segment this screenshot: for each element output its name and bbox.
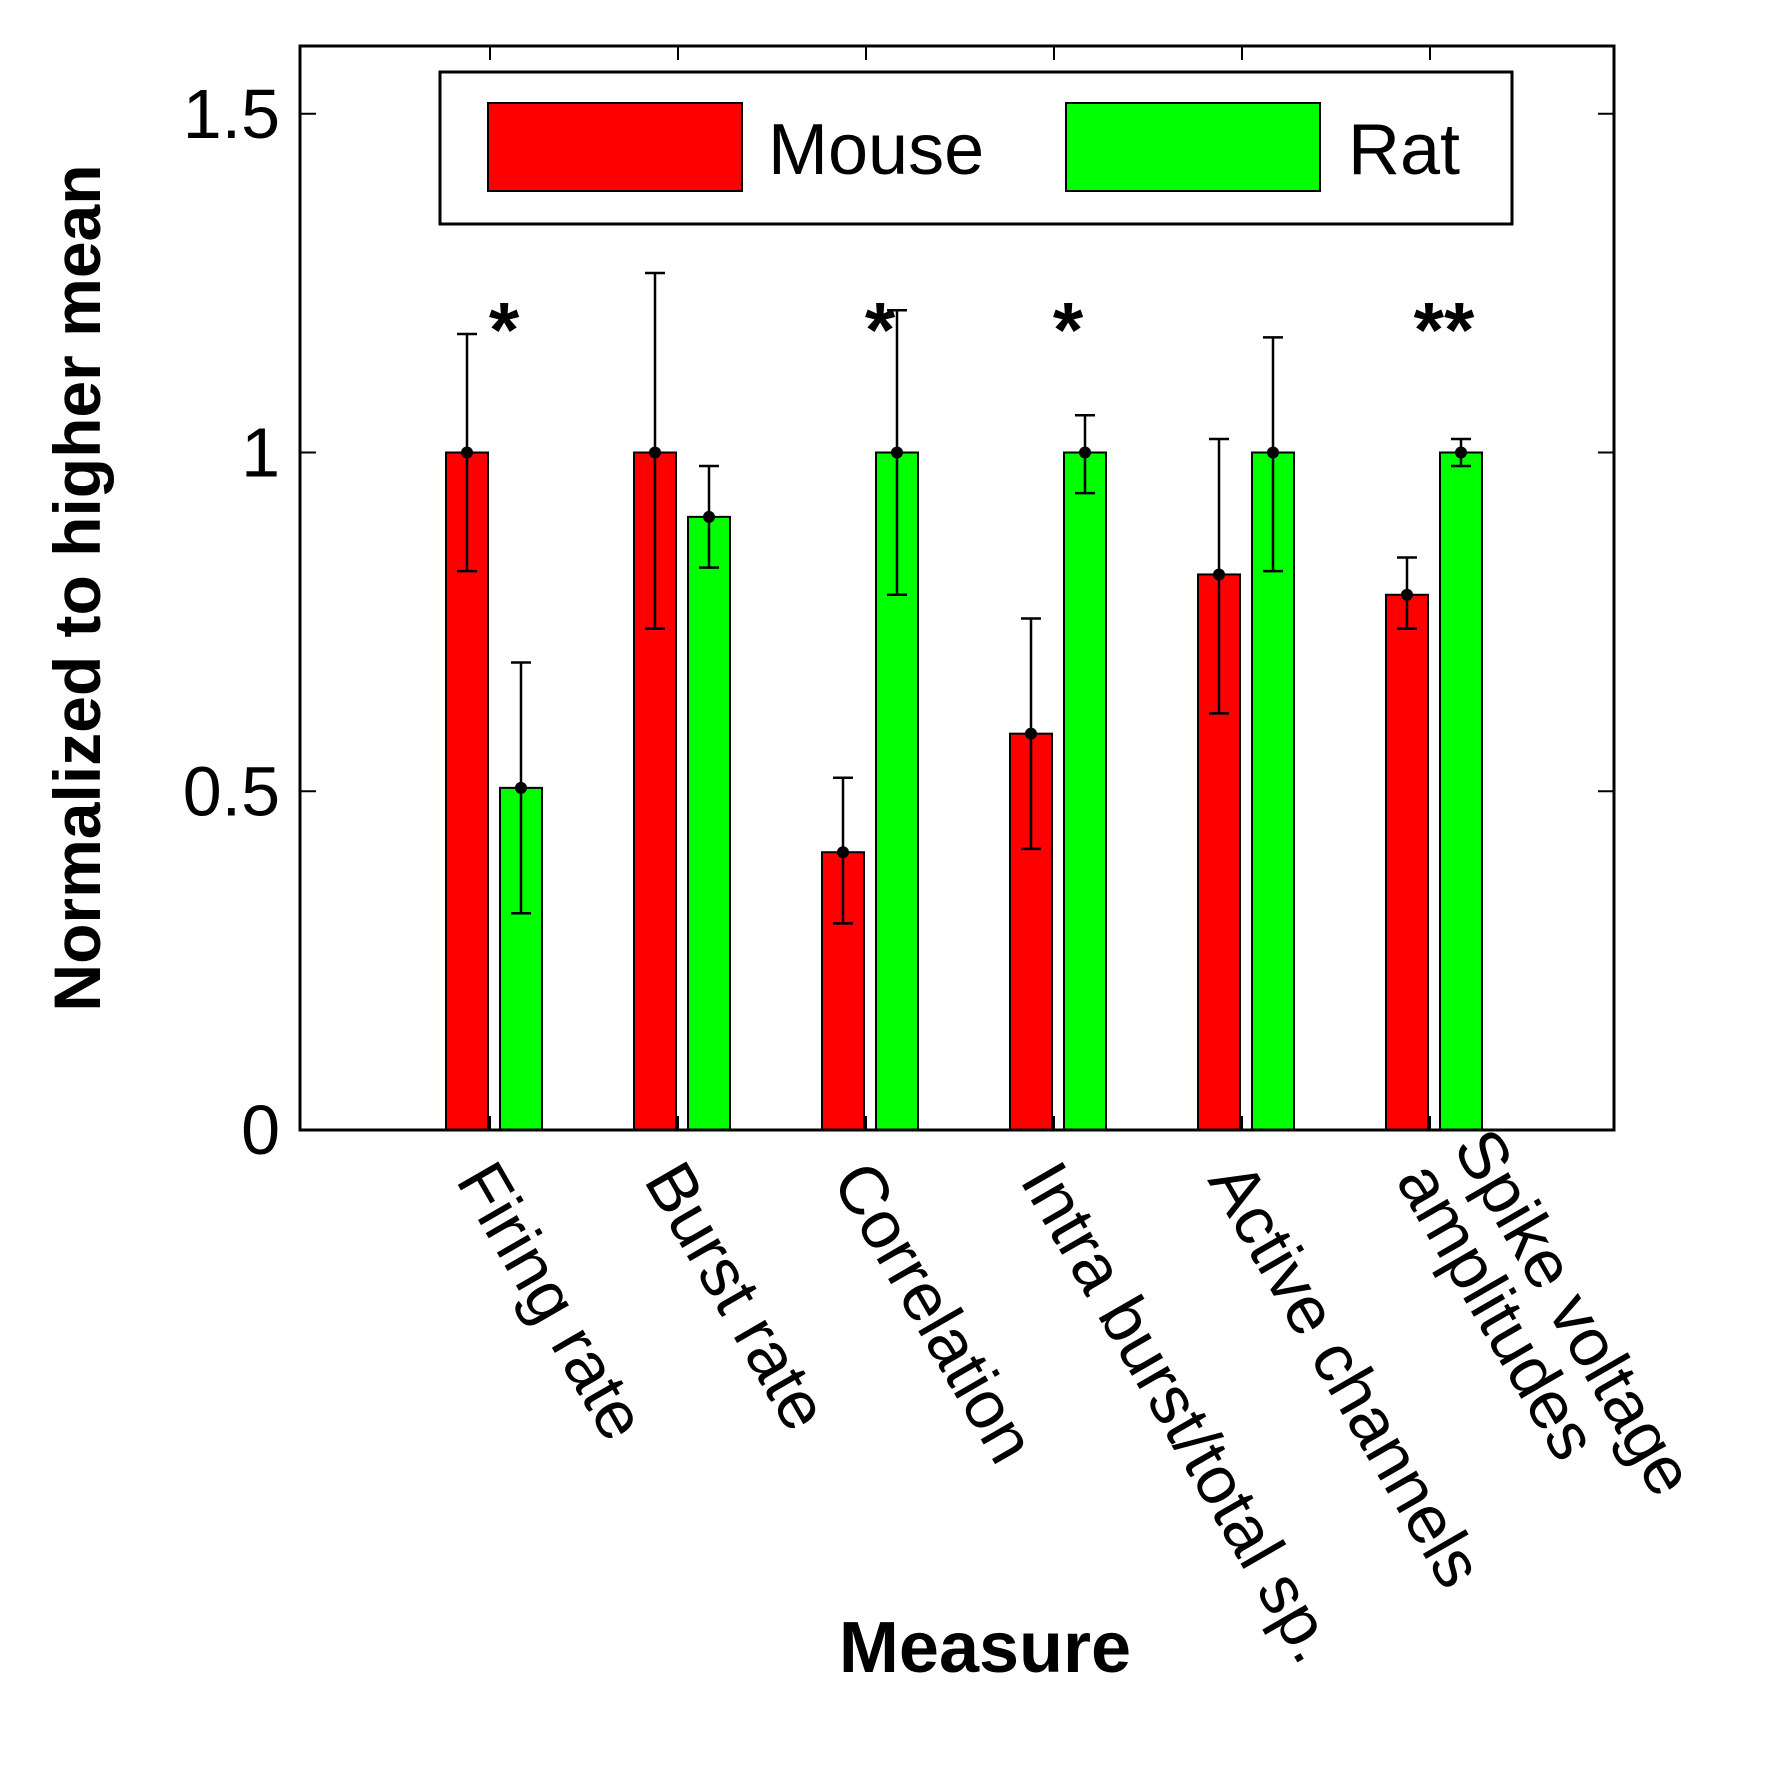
mean-marker <box>649 446 661 459</box>
significance-marker: * <box>865 286 896 374</box>
y-tick-label: 1 <box>241 414 280 492</box>
y-axis-title: Normalized to higher mean <box>40 164 114 1011</box>
mean-marker <box>837 846 849 859</box>
significance-marker: ** <box>1414 286 1475 374</box>
legend-swatch-rat <box>1065 102 1321 192</box>
bar-rat <box>1063 451 1107 1131</box>
significance-layer: * * * ** <box>489 286 1475 374</box>
mean-marker <box>891 446 903 459</box>
mean-marker <box>1213 568 1225 581</box>
significance-marker: * <box>489 286 520 374</box>
ticks-layer: 0 0.5 1 1.5 <box>183 46 1614 1169</box>
y-tick-label: 1.5 <box>183 75 280 153</box>
y-tick-label: 0.5 <box>183 752 280 830</box>
bar-rat <box>1439 451 1483 1131</box>
mean-marker <box>1025 727 1037 740</box>
significance-marker: * <box>1053 286 1084 374</box>
y-tick-label: 0 <box>241 1091 280 1169</box>
mean-marker <box>1079 446 1091 459</box>
mean-marker <box>515 781 527 794</box>
legend: Mouse Rat <box>438 70 1514 226</box>
mean-marker <box>1401 588 1413 601</box>
bar-mouse <box>1385 593 1429 1131</box>
mean-marker <box>1455 446 1467 459</box>
legend-label-mouse: Mouse <box>768 110 984 190</box>
mean-marker <box>703 510 715 523</box>
legend-swatch-mouse <box>487 102 743 192</box>
mean-marker <box>461 446 473 459</box>
mean-marker <box>1267 446 1279 459</box>
x-axis-title: Measure <box>839 1608 1131 1688</box>
bar-rat <box>687 515 731 1131</box>
legend-label-rat: Rat <box>1348 110 1460 190</box>
plot-frame <box>298 44 1616 1132</box>
error-bars-layer <box>457 271 1471 925</box>
